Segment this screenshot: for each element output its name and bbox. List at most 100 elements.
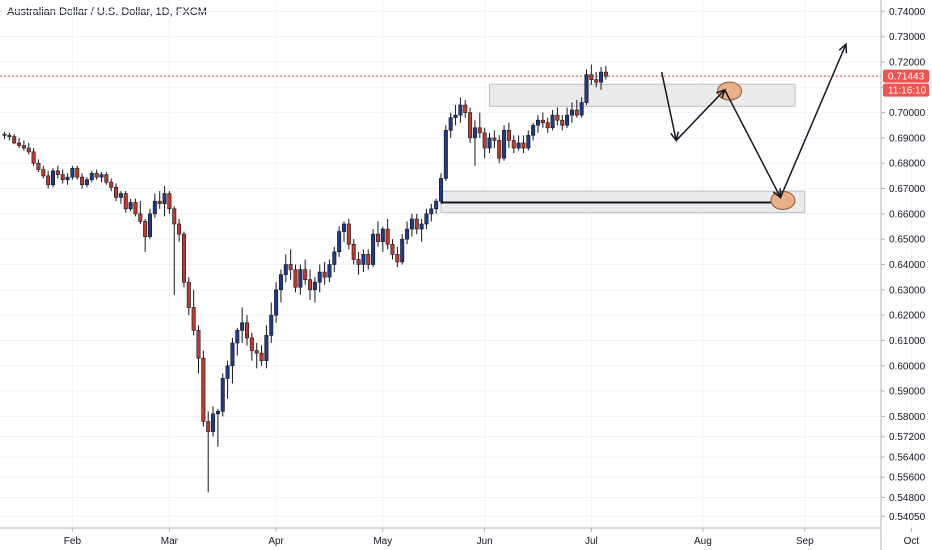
candle-down bbox=[303, 269, 308, 280]
candle-down bbox=[356, 259, 361, 265]
price-tick-label: 0.70000 bbox=[889, 108, 926, 119]
candle-down bbox=[589, 74, 594, 80]
time-tick-label: Jun bbox=[477, 536, 493, 547]
candle-up bbox=[230, 342, 235, 367]
time-tick-label: Feb bbox=[64, 536, 82, 547]
candle-down bbox=[181, 233, 186, 283]
time-axis[interactable]: Feb Mar Apr May Jun Jul Aug Sep Oct bbox=[64, 528, 920, 547]
price-tick-label: 0.65000 bbox=[889, 235, 926, 246]
candle-down bbox=[12, 136, 17, 144]
candle-down bbox=[138, 213, 143, 222]
candle-down bbox=[351, 243, 356, 260]
candle-down bbox=[26, 147, 31, 153]
candle-down bbox=[308, 279, 313, 291]
candle-down bbox=[414, 218, 419, 230]
time-tick-label: Apr bbox=[268, 536, 284, 547]
candle-down bbox=[133, 202, 138, 215]
candle-up bbox=[50, 170, 55, 186]
price-tick-label: 0.74000 bbox=[889, 7, 926, 18]
candle-up bbox=[579, 102, 584, 116]
candle-down bbox=[191, 307, 196, 331]
candle-up bbox=[274, 289, 279, 316]
candle-down bbox=[545, 122, 550, 129]
time-tick-label: Jul bbox=[585, 536, 598, 547]
candle-down bbox=[477, 127, 482, 134]
time-tick-label: Mar bbox=[161, 536, 179, 547]
candle-down bbox=[560, 119, 565, 126]
candle-up bbox=[453, 114, 458, 118]
last-price-tag-bg bbox=[883, 69, 929, 83]
candle-up bbox=[434, 200, 439, 210]
candle-up bbox=[225, 365, 230, 379]
time-tick-label: Sep bbox=[796, 536, 814, 547]
price-tick-label: 0.66000 bbox=[889, 209, 926, 220]
candle-up bbox=[584, 74, 589, 103]
candle-up bbox=[128, 202, 133, 210]
candle-down bbox=[123, 193, 128, 210]
grid-lines bbox=[0, 0, 912, 528]
marker-ellipse bbox=[770, 190, 796, 210]
candle-up bbox=[438, 178, 443, 202]
projection-arrowhead bbox=[838, 42, 848, 54]
price-tick-label: 0.55600 bbox=[889, 473, 926, 484]
candle-down bbox=[540, 119, 545, 124]
last-price-label: 0.71443 bbox=[888, 72, 925, 83]
candle-down bbox=[254, 350, 259, 354]
candle-down bbox=[463, 104, 468, 113]
candle-up bbox=[516, 142, 521, 149]
price-tick-label: 0.59000 bbox=[889, 387, 926, 398]
candle-down bbox=[114, 186, 119, 198]
candle-down bbox=[390, 243, 395, 255]
candle-down bbox=[21, 145, 26, 149]
projection-arrowhead bbox=[670, 131, 680, 143]
candle-up bbox=[118, 193, 123, 198]
time-tick-label: Oct bbox=[904, 536, 920, 547]
price-tick-label: 0.68000 bbox=[889, 159, 926, 170]
candle-down bbox=[109, 181, 114, 188]
candle-up bbox=[371, 233, 376, 265]
candle-down bbox=[555, 114, 560, 121]
candle-up bbox=[283, 264, 288, 275]
candle-down bbox=[511, 140, 516, 149]
candle-up bbox=[235, 330, 240, 344]
candle-up bbox=[472, 127, 477, 139]
candles bbox=[2, 64, 608, 493]
candle-up bbox=[405, 228, 410, 240]
candle-down bbox=[259, 352, 264, 362]
candle-down bbox=[288, 264, 293, 270]
candle-up bbox=[458, 104, 463, 116]
annotation-zones bbox=[440, 83, 806, 214]
candle-down bbox=[366, 254, 371, 265]
price-tick-label: 0.62000 bbox=[889, 311, 926, 322]
candle-up bbox=[448, 117, 453, 131]
candle-up bbox=[337, 231, 342, 253]
projection-path bbox=[660, 43, 847, 199]
candle-down bbox=[46, 175, 51, 186]
candle-down bbox=[94, 173, 99, 178]
candle-down bbox=[41, 169, 46, 177]
candle-down bbox=[395, 254, 400, 263]
candle-down bbox=[2, 133, 7, 136]
candle-down bbox=[375, 233, 380, 243]
candle-down bbox=[506, 130, 511, 141]
candle-down bbox=[167, 193, 172, 210]
last-price-tag: 0.71443 11:16:10 bbox=[883, 69, 929, 97]
countdown-label: 11:16:10 bbox=[888, 86, 927, 97]
candle-up bbox=[152, 200, 157, 215]
candle-down bbox=[104, 174, 109, 183]
candle-up bbox=[341, 223, 346, 232]
candle-up bbox=[531, 124, 536, 136]
candle-down bbox=[7, 135, 12, 137]
candle-up bbox=[599, 71, 604, 83]
candle-up bbox=[220, 378, 225, 412]
candle-down bbox=[385, 228, 390, 245]
candle-down bbox=[245, 322, 250, 339]
candle-down bbox=[60, 174, 65, 180]
candle-up bbox=[400, 238, 405, 263]
candle-up bbox=[380, 228, 385, 243]
candle-down bbox=[177, 223, 182, 235]
chart-title: Australian Dollar / U.S. Dollar, 1D, FXC… bbox=[7, 6, 207, 18]
candle-up bbox=[419, 223, 424, 230]
candle-up bbox=[65, 176, 70, 180]
